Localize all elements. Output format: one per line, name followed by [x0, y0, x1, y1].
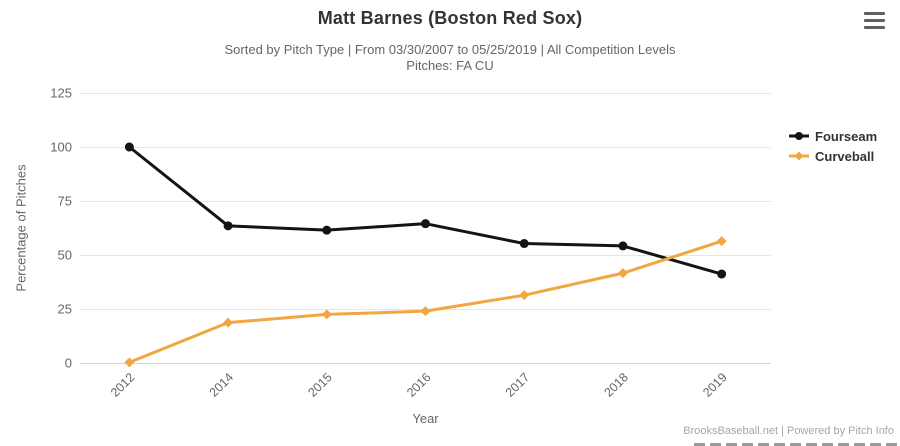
data-point-curveball-2018[interactable] [617, 268, 628, 279]
chart-subtitle-line2: Pitches: FA CU [406, 58, 494, 73]
curveball-legend-marker-icon [789, 151, 809, 161]
y-axis-title: Percentage of Pitches [13, 164, 29, 292]
y-axis-tick-label: 25 [58, 302, 72, 317]
data-point-curveball-2012[interactable] [124, 357, 135, 368]
data-point-fourseam-2015[interactable] [322, 225, 332, 235]
data-point-fourseam-2017[interactable] [519, 239, 529, 249]
data-point-fourseam-2019[interactable] [717, 269, 727, 279]
clipped-next-section [694, 443, 897, 446]
x-axis-tick-label: 2018 [601, 370, 631, 400]
data-point-fourseam-2012[interactable] [124, 142, 134, 152]
y-axis-tick-label: 125 [50, 86, 72, 101]
x-axis-tick-label: 2019 [700, 370, 730, 400]
x-axis-tick-label: 2012 [108, 370, 138, 400]
y-axis-tick-label: 0 [65, 356, 72, 371]
data-point-fourseam-2014[interactable] [223, 221, 233, 231]
legend-item-curveball[interactable]: Curveball [788, 146, 877, 166]
legend-item-fourseam[interactable]: Fourseam [788, 126, 877, 146]
y-axis-tick-label: 50 [58, 248, 72, 263]
fourseam-legend-marker-icon [789, 132, 809, 140]
hamburger-menu-icon[interactable] [862, 11, 887, 30]
data-point-curveball-2014[interactable] [223, 317, 234, 328]
data-point-curveball-2016[interactable] [420, 306, 431, 317]
legend-label-fourseam: Fourseam [815, 128, 878, 144]
data-point-curveball-2019[interactable] [716, 236, 727, 247]
y-axis-tick-label: 75 [58, 194, 72, 209]
series-line-curveball [127, 239, 724, 364]
hamburger-bar [864, 26, 885, 29]
x-axis-tick-label: 2014 [207, 370, 237, 400]
chart-subtitle-line1: Sorted by Pitch Type | From 03/30/2007 t… [224, 42, 676, 57]
hamburger-bar [864, 19, 885, 22]
y-axis-tick-label: 100 [50, 140, 72, 155]
data-point-curveball-2017[interactable] [519, 290, 530, 301]
x-axis-title: Year [412, 411, 439, 426]
data-point-fourseam-2018[interactable] [618, 241, 628, 251]
x-axis-tick-label: 2016 [404, 370, 434, 400]
chart-title: Matt Barnes (Boston Red Sox) [317, 8, 583, 28]
legend: Fourseam Curveball [788, 126, 877, 166]
data-point-fourseam-2016[interactable] [421, 219, 430, 229]
series-line-fourseam [127, 145, 724, 276]
footer-credit[interactable]: BrooksBaseball.net | Powered by Pitch In… [683, 425, 894, 437]
data-point-curveball-2015[interactable] [321, 309, 332, 320]
x-axis-tick-label: 2015 [305, 370, 335, 400]
legend-label-curveball: Curveball [815, 148, 875, 164]
hamburger-bar [864, 12, 885, 15]
x-axis-tick-label: 2017 [503, 370, 533, 400]
